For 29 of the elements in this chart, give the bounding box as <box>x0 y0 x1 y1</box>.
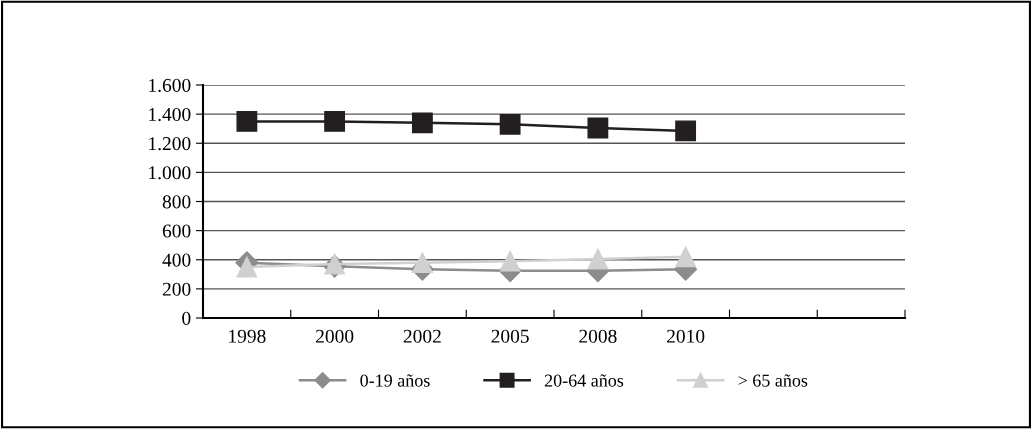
legend-label: 20-64 años <box>544 374 624 387</box>
y-tick-label: 1.400 <box>149 107 191 122</box>
legend-label: > 65 años <box>738 374 808 387</box>
point <box>675 246 697 268</box>
x-tick-label: 2000 <box>316 329 354 343</box>
legend-label: 0-19 años <box>360 374 430 387</box>
point <box>499 113 521 135</box>
x-tick-label: 2010 <box>667 329 705 343</box>
y-tick-label: 600 <box>162 224 191 238</box>
point <box>587 117 609 139</box>
point <box>587 248 609 270</box>
y-tick-label: 400 <box>162 253 191 267</box>
point <box>499 250 521 272</box>
point <box>411 252 433 274</box>
x-tick-label: 2002 <box>403 329 441 343</box>
y-tick-label: 1.200 <box>149 137 191 151</box>
y-tick-label: 200 <box>162 282 191 296</box>
y-tick-label: 1.000 <box>149 166 191 180</box>
point <box>236 256 258 278</box>
point <box>236 110 258 132</box>
point <box>324 110 346 132</box>
point <box>411 112 433 134</box>
y-tick-label: 0 <box>182 311 191 325</box>
x-tick-label: 2008 <box>579 329 617 343</box>
point <box>675 120 697 142</box>
x-tick-label: 2005 <box>491 329 529 343</box>
y-tick-label: 1.600 <box>149 78 191 93</box>
y-tick-label: 800 <box>162 195 191 209</box>
x-tick-label: 1998 <box>229 329 266 343</box>
